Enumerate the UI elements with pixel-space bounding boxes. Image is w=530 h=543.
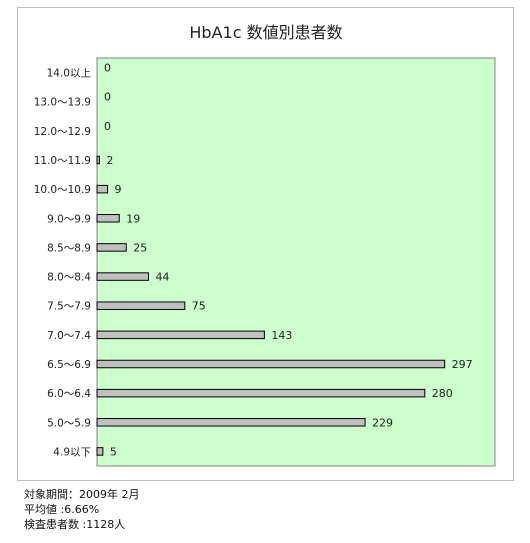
bar bbox=[96, 388, 426, 398]
category-label: 8.0～8.4 bbox=[47, 272, 91, 284]
value-label: 19 bbox=[126, 212, 140, 225]
value-label: 9 bbox=[115, 183, 122, 196]
category-label: 6.0～6.4 bbox=[47, 388, 91, 400]
value-label: 229 bbox=[372, 416, 393, 429]
category-label: 13.0～13.9 bbox=[34, 97, 91, 109]
category-label: 6.5～6.9 bbox=[47, 359, 91, 371]
bar bbox=[96, 272, 150, 281]
value-label: 280 bbox=[432, 387, 453, 400]
average-note: 平均値 :6.66% bbox=[24, 503, 100, 516]
bar bbox=[96, 418, 366, 427]
category-label: 9.0～9.9 bbox=[47, 213, 91, 225]
value-label: 25 bbox=[133, 241, 147, 254]
chart-frame: HbA1c 数値別患者数 14.0以上 0 13.0～13.9 0 12.0～12.9 0… bbox=[17, 7, 514, 481]
bars-group: 14.0以上 0 13.0～13.9 0 12.0～12.9 0 11.0～11.9 2 10.… bbox=[34, 62, 473, 459]
bar bbox=[96, 214, 120, 223]
bar bbox=[96, 301, 186, 310]
category-label: 5.0～5.9 bbox=[47, 417, 91, 429]
value-label: 0 bbox=[104, 91, 111, 104]
bar bbox=[96, 184, 109, 194]
value-label: 44 bbox=[156, 271, 170, 284]
category-label: 4.9以下 bbox=[53, 446, 91, 458]
category-label: 12.0～12.9 bbox=[34, 126, 91, 138]
category-label: 11.0～11.9 bbox=[34, 155, 91, 167]
category-label: 7.5～7.9 bbox=[47, 301, 91, 313]
chart: HbA1c 数値別患者数 14.0以上 0 13.0～13.9 0 12.0～12.9 0… bbox=[34, 23, 496, 467]
category-label: 14.0以上 bbox=[47, 68, 91, 80]
bar bbox=[96, 359, 446, 369]
value-label: 0 bbox=[104, 120, 111, 133]
category-label: 8.5～8.9 bbox=[47, 242, 91, 254]
footer-notes: 対象期間：2009年 2月 平均値 :6.66% 検査患者数 :1128人 bbox=[24, 487, 140, 532]
period-note: 対象期間：2009年 2月 bbox=[24, 488, 140, 501]
value-label: 5 bbox=[110, 445, 117, 458]
value-label: 297 bbox=[452, 358, 473, 371]
bar bbox=[96, 243, 127, 252]
patient-count-note: 検査患者数 :1128人 bbox=[24, 518, 126, 531]
plot-area bbox=[96, 57, 496, 467]
chart-title: HbA1c 数値別患者数 bbox=[189, 23, 342, 42]
value-label: 0 bbox=[104, 62, 111, 75]
value-label: 75 bbox=[192, 300, 206, 313]
bar bbox=[96, 330, 265, 340]
value-label: 2 bbox=[106, 154, 113, 167]
category-label: 7.0～7.4 bbox=[47, 330, 91, 342]
bar bbox=[96, 155, 100, 165]
category-label: 10.0～10.9 bbox=[34, 184, 91, 196]
value-label: 143 bbox=[271, 329, 292, 342]
bar bbox=[96, 447, 104, 456]
